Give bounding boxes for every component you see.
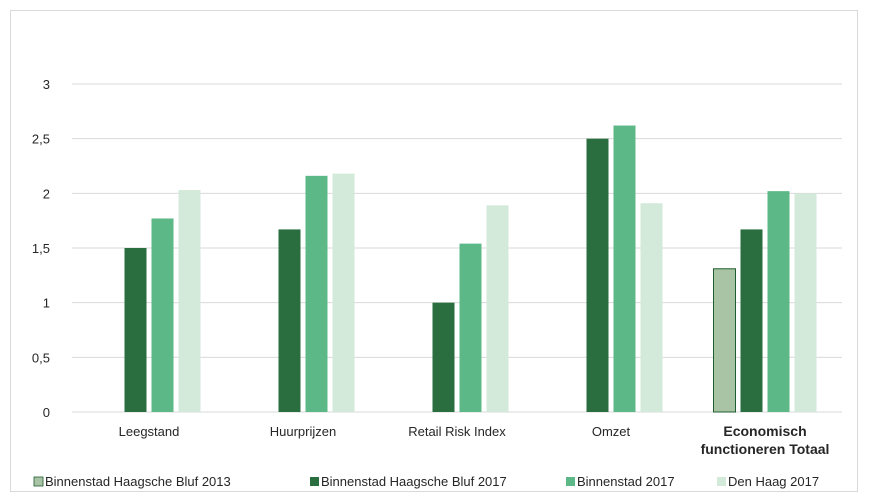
bar [740,229,763,412]
y-tick-label: 2,5 [32,132,50,147]
bar [794,193,817,412]
x-category-label: Economisch [723,423,806,439]
x-category-label: Huurprijzen [270,424,336,439]
legend-swatch [717,477,726,486]
y-tick-label: 0 [43,405,50,420]
legend-label: Binnenstad Haagsche Bluf 2013 [45,474,231,489]
bar [767,191,790,412]
legend-swatch [566,477,575,486]
x-category-label: functioneren Totaal [701,441,830,457]
bar [459,243,482,412]
y-tick-label: 2 [43,186,50,201]
bar [332,173,355,412]
bar [278,229,301,412]
legend-label: Den Haag 2017 [728,474,819,489]
bar [124,248,147,412]
bar [178,190,201,412]
x-category-label: Omzet [592,424,631,439]
legend-label: Binnenstad 2017 [577,474,675,489]
x-category-label: Leegstand [119,424,180,439]
bar [486,205,509,412]
bar [613,125,636,413]
bar [713,268,736,413]
legend-swatch [33,476,44,487]
x-category-label: Retail Risk Index [408,424,506,439]
y-tick-label: 0,5 [32,350,50,365]
y-tick-label: 1,5 [32,241,50,256]
bar [586,138,609,412]
bar [151,218,174,412]
y-tick-label: 3 [43,77,50,92]
bar [305,175,328,412]
bar [640,203,663,412]
y-tick-label: 1 [43,296,50,311]
bar [432,302,455,412]
legend-swatch [310,477,319,486]
legend-label: Binnenstad Haagsche Bluf 2017 [321,474,507,489]
